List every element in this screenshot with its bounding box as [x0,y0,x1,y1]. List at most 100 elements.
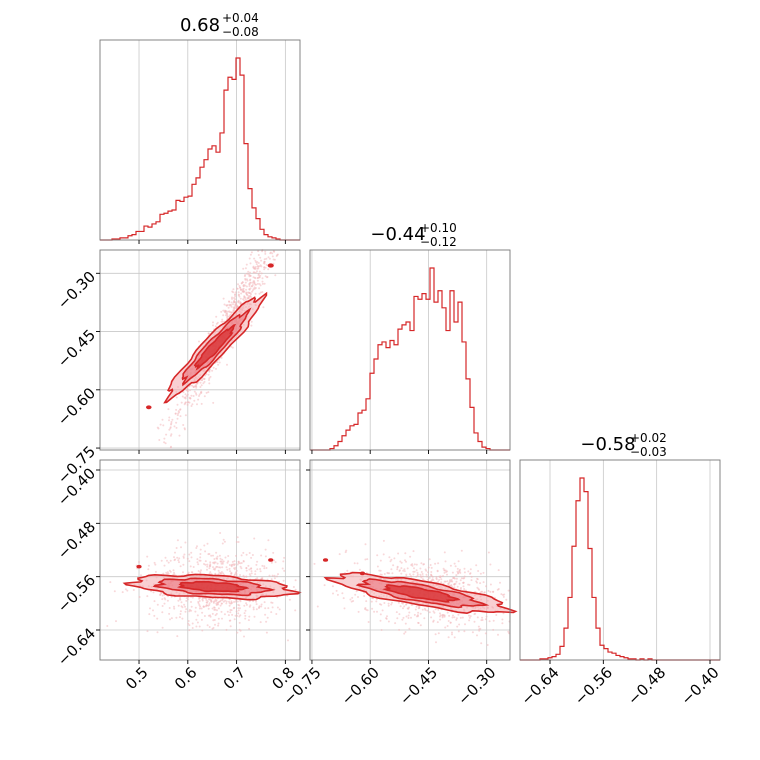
scatter-point [237,294,240,297]
scatter-point [245,575,248,578]
scatter-point [234,302,237,305]
scatter-point [174,412,177,415]
scatter-point [261,564,264,567]
scatter-point [502,612,505,615]
scatter-point [443,569,446,572]
scatter-point [408,611,411,614]
scatter-point [244,281,247,284]
scatter-point [168,612,171,615]
scatter-point [198,596,201,599]
x-tick-label: 0.5 [122,664,152,694]
scatter-point [159,593,162,596]
scatter-point [233,297,235,299]
scatter-point [366,558,369,561]
scatter-point [476,581,478,584]
scatter-point [174,558,177,561]
scatter-point [179,613,182,615]
scatter-point [449,579,451,582]
scatter-point [452,614,454,617]
scatter-point [234,291,237,294]
scatter-point [185,608,188,611]
scatter-point [257,254,260,256]
scatter-point [489,583,492,586]
scatter-point [243,612,246,615]
scatter-point [200,384,203,387]
scatter-point [459,616,462,619]
scatter-point [190,605,193,608]
scatter-point [207,553,210,556]
scatter-point [140,574,142,577]
scatter-point [210,554,213,557]
scatter-point [191,384,194,387]
scatter-point [213,558,216,560]
scatter-point [173,605,175,608]
scatter-point [477,625,480,628]
scatter-point [236,631,239,634]
scatter-point [477,570,480,572]
scatter-point [249,574,252,577]
scatter-point [213,561,216,564]
scatter-point [179,415,182,418]
scatter-point [414,608,417,611]
scatter-point [229,625,232,628]
scatter-point [449,564,452,567]
scatter-point [358,568,361,571]
scatter-point [407,617,410,619]
scatter-point [468,616,471,619]
scatter-point [469,572,471,575]
scatter-point [169,618,171,621]
scatter-point [404,631,407,633]
panel-hist-0: 0.68 +0.04 −0.08 [99,11,301,244]
scatter-point [271,252,274,255]
scatter-point [221,542,224,545]
scatter-point [421,608,424,611]
scatter-point [271,255,274,258]
scatter-point [203,544,206,547]
scatter-point [195,386,198,389]
scatter-point [237,300,240,303]
scatter-point [234,614,237,617]
scatter-point [234,294,236,296]
scatter-point [459,568,461,571]
scatter-point [177,599,180,602]
scatter-point [231,602,233,604]
scatter-point [484,632,487,635]
scatter-point [248,296,250,299]
scatter-point [211,612,214,615]
scatter-point [225,628,228,631]
scatter-point [237,291,240,294]
scatter-point [250,324,253,327]
scatter-point [480,590,483,593]
scatter-point [205,391,208,394]
scatter-point [169,559,172,562]
scatter-point [175,408,178,411]
scatter-point [252,271,255,274]
scatter-point [253,257,256,260]
scatter-point [331,585,334,588]
scatter-point [235,569,238,572]
scatter-point [447,620,450,622]
scatter-point [169,446,172,449]
scatter-point [206,542,209,545]
scatter-point [273,577,276,580]
scatter-point [200,402,203,405]
scatter-point [396,568,399,571]
scatter-point [254,271,257,274]
scatter-point [228,564,231,566]
scatter-point [257,273,260,276]
scatter-point [265,620,268,623]
scatter-point [190,394,193,397]
scatter-point [501,622,504,625]
scatter-point [221,562,224,565]
scatter-point [487,589,490,592]
scatter-point [396,566,399,569]
scatter-point [187,620,190,622]
scatter-point [153,561,156,564]
y-tick-labels-param-2: −0.64−0.56−0.48−0.40 [54,464,99,669]
scatter-point [173,556,175,559]
scatter-point [264,250,267,253]
scatter-point [197,602,200,605]
scatter-point [398,628,401,631]
scatter-point [166,559,168,562]
scatter-point [219,566,222,569]
